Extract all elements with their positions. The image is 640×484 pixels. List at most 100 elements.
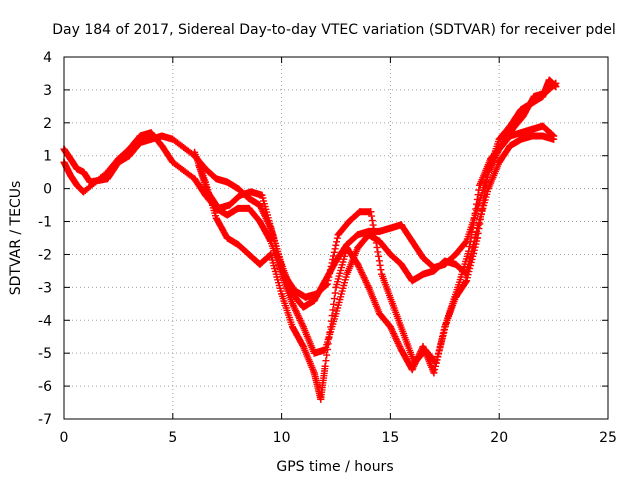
data-point-marker (236, 191, 244, 199)
data-point-marker (473, 234, 481, 242)
data-point-marker (310, 369, 318, 377)
y-tick-label: -5 (38, 346, 52, 362)
data-point-marker (332, 310, 340, 318)
data-point-marker (506, 142, 514, 150)
y-tick-label: 3 (43, 83, 52, 99)
data-point-marker (552, 79, 560, 87)
data-point-marker (299, 343, 307, 351)
data-point-marker (169, 135, 177, 143)
data-point-marker (125, 152, 133, 160)
data-point-marker (234, 185, 242, 193)
data-point-marker (312, 290, 320, 298)
data-point-marker (223, 178, 231, 186)
data-point-marker (278, 290, 286, 298)
y-tick-label: -3 (38, 280, 52, 296)
data-point-marker (223, 234, 231, 242)
data-point-marker (225, 201, 233, 209)
data-point-marker (104, 168, 112, 176)
data-point-marker (334, 231, 342, 239)
data-point-marker (419, 254, 427, 262)
plot-frame (63, 56, 609, 420)
data-point-marker (214, 204, 222, 212)
x-tick-label: 10 (273, 430, 291, 446)
data-point-marker (408, 366, 416, 374)
series-3 (195, 79, 560, 367)
data-point-marker (280, 270, 288, 278)
data-point-marker (432, 359, 440, 367)
data-point-marker (541, 89, 549, 97)
data-point-marker (114, 155, 122, 163)
data-point-marker (430, 267, 438, 275)
data-point-marker (495, 135, 503, 143)
data-point-marker (267, 250, 275, 258)
data-point-marker (256, 218, 264, 226)
data-point-marker (419, 270, 427, 278)
data-point-marker (421, 346, 429, 354)
data-point-marker (269, 231, 277, 239)
data-point-marker (386, 224, 394, 232)
data-point-marker (267, 237, 275, 245)
data-point-marker (67, 155, 75, 163)
data-point-marker (195, 162, 203, 170)
data-point-marker (539, 132, 547, 140)
data-point-marker (191, 148, 199, 156)
data-point-marker (169, 158, 177, 166)
data-point-marker (73, 165, 81, 173)
data-point-marker (343, 244, 351, 252)
data-point-marker (323, 280, 331, 288)
y-tick-label: 2 (43, 116, 52, 132)
data-point-marker (354, 244, 362, 252)
series-1 (60, 129, 558, 357)
y-tick-label: -7 (38, 412, 52, 428)
data-point-marker (376, 310, 384, 318)
data-point-marker (430, 369, 438, 377)
data-point-marker (486, 155, 494, 163)
data-point-marker (386, 250, 394, 258)
data-point-marker (517, 135, 525, 143)
data-point-marker (550, 135, 558, 143)
data-point-marker (376, 227, 384, 235)
data-point-marker (408, 237, 416, 245)
data-point-marker (517, 129, 525, 137)
y-axis-label: SDTVAR / TECUs (8, 181, 24, 296)
data-point-marker (321, 362, 329, 370)
data-point-marker (73, 181, 81, 189)
data-point-marker (136, 132, 144, 140)
x-tick-label: 25 (599, 430, 617, 446)
data-point-marker (245, 195, 253, 203)
data-point-marker (332, 283, 340, 291)
data-point-marker (476, 181, 484, 189)
x-tick-label: 0 (60, 430, 69, 446)
data-point-marker (399, 329, 407, 337)
data-point-marker (517, 106, 525, 114)
data-point-marker (234, 241, 242, 249)
data-point-marker (465, 247, 473, 255)
tick-label-layer: 0 5 10 15 20 25 -7 -6 -5 -4 -3 -2 -1 0 1 2 3 4 (38, 50, 617, 446)
x-tick-label: 20 (490, 430, 508, 446)
data-point-marker (463, 277, 471, 285)
y-tick-label: -1 (38, 215, 52, 231)
data-point-marker (345, 218, 353, 226)
data-point-marker (356, 208, 364, 216)
data-point-marker (376, 237, 384, 245)
data-point-marker (247, 188, 255, 196)
data-point-marker (452, 250, 460, 258)
y-tick-label: 0 (43, 182, 52, 198)
y-tick-label: -6 (38, 379, 52, 395)
data-point-marker (191, 175, 199, 183)
data-point-marker (204, 188, 212, 196)
data-layer (60, 76, 560, 403)
data-point-marker (158, 132, 166, 140)
data-point-marker (397, 346, 405, 354)
data-point-marker (234, 204, 242, 212)
chart-title: Day 184 of 2017, Sidereal Day-to-day VTE… (52, 22, 616, 38)
data-point-marker (539, 122, 547, 130)
data-point-marker (530, 92, 538, 100)
data-point-marker (452, 260, 460, 268)
data-point-marker (367, 208, 375, 216)
data-point-marker (299, 303, 307, 311)
x-axis-label: GPS time / hours (276, 459, 393, 475)
